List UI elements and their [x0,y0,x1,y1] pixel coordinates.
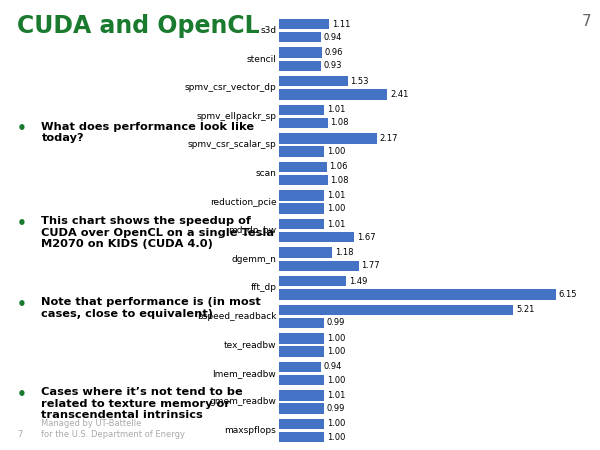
Bar [279,232,354,243]
Text: Managed by UT-Battelle
for the U.S. Department of Energy: Managed by UT-Battelle for the U.S. Depa… [41,419,185,439]
Bar [279,432,324,442]
Text: CUDA and OpenCL: CUDA and OpenCL [17,14,260,37]
Text: 0.94: 0.94 [324,33,343,42]
Text: 1.00: 1.00 [326,432,345,441]
Text: 1.00: 1.00 [326,419,345,428]
Text: fft_dp: fft_dp [250,283,277,292]
Text: reduction_pcie: reduction_pcie [209,198,277,207]
Text: 1.08: 1.08 [331,118,349,127]
Text: scan: scan [256,169,277,178]
Text: Note that performance is (in most
cases, close to equivalent): Note that performance is (in most cases,… [41,297,261,319]
Text: 0.93: 0.93 [323,61,342,70]
Bar [279,32,322,42]
Bar [279,318,323,328]
Text: 1.00: 1.00 [326,334,345,343]
Text: gmem_readbw: gmem_readbw [209,397,277,406]
Text: 1.00: 1.00 [326,147,345,156]
Text: 1.00: 1.00 [326,204,345,213]
Text: 1.67: 1.67 [357,233,376,242]
Bar [279,362,322,372]
Text: 1.11: 1.11 [332,20,350,29]
Bar [279,175,328,185]
Text: 0.96: 0.96 [325,48,343,57]
Bar [279,305,514,315]
Bar [279,133,377,144]
Text: md_dp_bw: md_dp_bw [228,226,277,235]
Text: 0.99: 0.99 [326,404,344,413]
Bar [279,190,325,201]
Text: 5.21: 5.21 [516,305,535,314]
Bar [279,390,325,400]
Bar [279,261,359,271]
Text: •: • [17,122,27,136]
Bar [279,419,324,429]
Text: stencil: stencil [247,55,277,64]
Bar [279,19,329,29]
Text: 7: 7 [17,430,22,439]
Text: 1.01: 1.01 [327,105,346,114]
Bar [279,333,324,343]
Text: 1.18: 1.18 [335,248,353,257]
Text: Cases where it’s not tend to be
related to texture memory or
transcendental intr: Cases where it’s not tend to be related … [41,387,243,420]
Text: lmem_readbw: lmem_readbw [212,369,277,378]
Bar [279,118,328,128]
Text: 0.94: 0.94 [324,362,343,371]
Bar [279,76,348,86]
Text: dgemm_n: dgemm_n [232,255,277,264]
Bar [279,162,326,172]
Text: 6.15: 6.15 [559,290,577,299]
Bar [279,219,325,229]
Bar [279,89,388,99]
Text: What does performance look like
today?: What does performance look like today? [41,122,254,143]
Bar [279,104,325,115]
Text: •: • [17,297,27,312]
Text: 1.53: 1.53 [350,76,369,86]
Text: 1.01: 1.01 [327,391,346,400]
Text: 1.00: 1.00 [326,347,345,356]
Text: spmv_csr_scalar_sp: spmv_csr_scalar_sp [188,140,277,149]
Bar [279,375,324,385]
Text: This chart shows the speedup of
CUDA over OpenCL on a single Tesla
M2070 on KIDS: This chart shows the speedup of CUDA ove… [41,216,275,249]
Bar [279,276,346,286]
Bar [279,403,323,414]
Text: bspeed_readback: bspeed_readback [197,312,277,321]
Text: spmv_csr_vector_dp: spmv_csr_vector_dp [185,83,277,92]
Text: 1.01: 1.01 [327,191,346,200]
Bar [279,289,556,300]
Text: 1.00: 1.00 [326,376,345,385]
Text: maxspflops: maxspflops [224,426,277,435]
Text: s3d: s3d [260,26,277,35]
Text: spmv_ellpackr_sp: spmv_ellpackr_sp [196,112,277,121]
Bar [279,47,322,58]
Bar [279,346,324,357]
Text: 1.06: 1.06 [329,162,348,171]
Text: •: • [17,387,27,402]
Text: 2.17: 2.17 [379,134,398,143]
Text: 7: 7 [581,14,591,28]
Bar [279,61,321,71]
Bar [279,146,324,157]
Text: •: • [17,216,27,231]
Text: 0.99: 0.99 [326,319,344,328]
Text: 1.77: 1.77 [361,261,380,270]
Text: 1.08: 1.08 [331,176,349,184]
Bar [279,203,324,214]
Text: tex_readbw: tex_readbw [224,340,277,349]
Bar [279,248,332,258]
Text: 1.01: 1.01 [327,220,346,229]
Text: 2.41: 2.41 [390,90,409,99]
Text: 1.49: 1.49 [349,277,367,286]
